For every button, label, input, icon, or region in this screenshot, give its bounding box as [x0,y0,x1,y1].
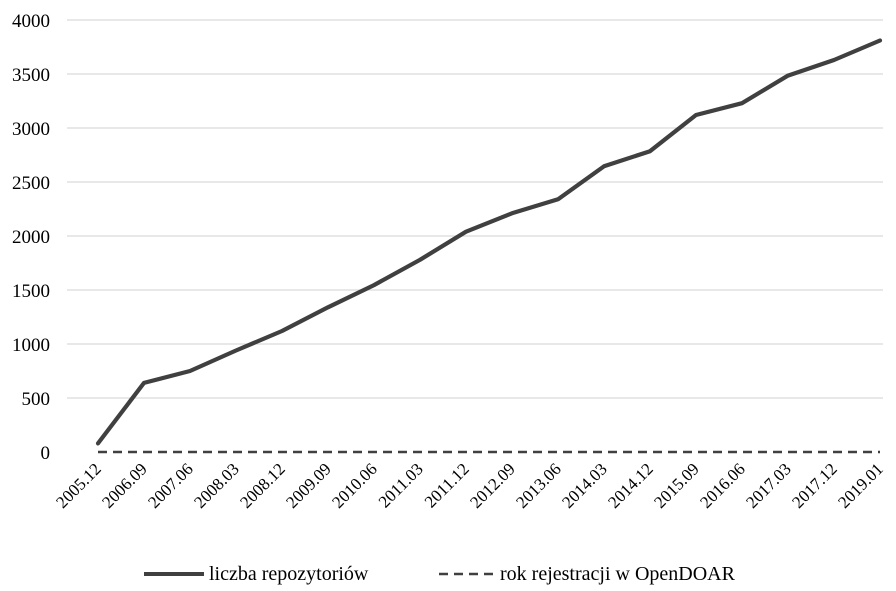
x-tick-label: 2013.06 [512,459,565,512]
y-tick-label: 3500 [12,65,50,86]
y-tick-label: 4000 [12,11,50,32]
x-tick-label: 2016.06 [696,459,749,512]
x-tick-label: 2010.06 [328,459,381,512]
y-tick-label: 0 [41,443,51,464]
y-tick-label: 500 [22,389,51,410]
y-axis-tick-labels: 0 500 1000 1500 2000 2500 3000 3500 4000 [12,11,50,464]
series-line-0 [95,38,883,446]
series-lines [95,38,883,454]
x-tick-label: 2017.03 [742,459,795,512]
legend-label-1: rok rejestracji w OpenDOAR [500,563,736,585]
x-tick-label: 2006.09 [98,459,151,512]
x-tick-label: 2011.12 [421,459,473,511]
y-tick-label: 3000 [12,119,50,140]
grid-lines [67,19,883,399]
y-tick-label: 2000 [12,227,50,248]
legend: liczba repozytoriów rok rejestracji w Ope… [144,563,736,585]
x-axis-tick-labels: 2005.122006.092007.062008.032008.122009.… [52,459,887,512]
x-tick-label: 2017.12 [788,459,841,512]
x-tick-label: 2015.09 [650,459,703,512]
x-tick-label: 2014.03 [558,459,611,512]
y-tick-label: 1000 [12,335,50,356]
y-tick-label: 1500 [12,281,50,302]
x-tick-label: 2012.09 [466,459,519,512]
x-tick-label: 2005.12 [52,459,105,512]
y-tick-label: 2500 [12,173,50,194]
x-tick-label: 2009.09 [282,459,335,512]
x-tick-label: 2014.12 [604,459,657,512]
x-tick-label: 2011.03 [375,459,427,511]
x-tick-label: 2007.06 [144,459,197,512]
legend-label-0: liczba repozytoriów [209,563,369,585]
x-tick-label: 2008.03 [190,459,243,512]
x-tick-label: 2019.01 [834,459,887,512]
x-tick-label: 2008.12 [236,459,289,512]
